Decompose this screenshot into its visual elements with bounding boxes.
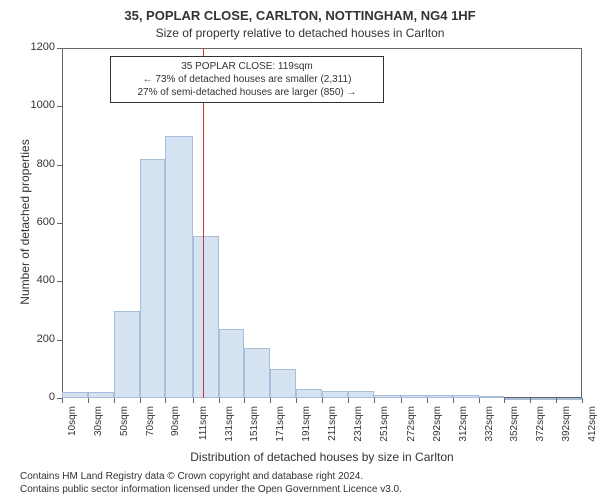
annotation-line: ← 73% of detached houses are smaller (2,… — [117, 73, 377, 86]
annotation-line: 35 POPLAR CLOSE: 119sqm — [117, 60, 377, 73]
x-tick-mark — [296, 398, 297, 403]
histogram-bar — [401, 395, 427, 399]
histogram-bar — [165, 136, 192, 399]
y-tick-label: 1000 — [17, 99, 55, 111]
x-tick-label: 332sqm — [484, 406, 495, 451]
y-tick-label: 200 — [17, 333, 55, 345]
x-tick-label: 151sqm — [249, 406, 260, 451]
y-tick-mark — [57, 48, 62, 49]
x-tick-mark — [427, 398, 428, 403]
x-tick-label: 392sqm — [561, 406, 572, 451]
x-tick-label: 10sqm — [67, 406, 78, 451]
x-tick-label: 131sqm — [224, 406, 235, 451]
x-tick-label: 30sqm — [93, 406, 104, 451]
histogram-bar — [219, 329, 245, 398]
x-tick-mark — [114, 398, 115, 403]
x-tick-mark — [88, 398, 89, 403]
x-tick-mark — [556, 398, 557, 403]
histogram-bar — [530, 398, 556, 400]
histogram-bar — [374, 395, 401, 399]
x-tick-label: 171sqm — [275, 406, 286, 451]
x-tick-mark — [270, 398, 271, 403]
x-tick-label: 111sqm — [198, 406, 209, 451]
x-tick-mark — [165, 398, 166, 403]
x-tick-mark — [219, 398, 220, 403]
histogram-bar — [88, 392, 114, 398]
histogram-bar — [193, 236, 219, 398]
chart-title-sub: Size of property relative to detached ho… — [0, 26, 600, 40]
x-axis-label: Distribution of detached houses by size … — [62, 450, 582, 464]
x-tick-mark — [479, 398, 480, 403]
annotation-line: 27% of semi-detached houses are larger (… — [117, 86, 377, 99]
x-tick-mark — [504, 398, 505, 403]
y-tick-label: 0 — [17, 391, 55, 403]
x-tick-mark — [62, 398, 63, 403]
y-tick-mark — [57, 223, 62, 224]
x-tick-mark — [374, 398, 375, 403]
chart-title-main: 35, POPLAR CLOSE, CARLTON, NOTTINGHAM, N… — [0, 8, 600, 23]
x-tick-mark — [401, 398, 402, 403]
histogram-bar — [270, 369, 296, 398]
histogram-bar — [348, 391, 374, 398]
histogram-bar — [322, 391, 348, 398]
y-tick-mark — [57, 340, 62, 341]
copyright-notice: Contains HM Land Registry data © Crown c… — [20, 470, 402, 496]
y-tick-mark — [57, 106, 62, 107]
x-tick-mark — [530, 398, 531, 403]
x-tick-label: 412sqm — [587, 406, 598, 451]
histogram-bar — [114, 311, 140, 399]
x-tick-label: 231sqm — [353, 406, 364, 451]
histogram-bar — [427, 395, 453, 398]
histogram-bar — [62, 392, 88, 398]
x-tick-mark — [140, 398, 141, 403]
x-tick-label: 292sqm — [432, 406, 443, 451]
histogram-bar — [556, 398, 582, 400]
x-tick-mark — [453, 398, 454, 403]
y-tick-mark — [57, 281, 62, 282]
x-tick-label: 312sqm — [458, 406, 469, 451]
x-tick-label: 372sqm — [535, 406, 546, 451]
copyright-line: Contains HM Land Registry data © Crown c… — [20, 470, 402, 483]
histogram-bar — [504, 398, 530, 400]
y-axis-label: Number of detached properties — [18, 122, 32, 322]
x-tick-label: 50sqm — [119, 406, 130, 451]
x-tick-mark — [348, 398, 349, 403]
x-tick-label: 191sqm — [301, 406, 312, 451]
annotation-box: 35 POPLAR CLOSE: 119sqm← 73% of detached… — [110, 56, 384, 103]
chart-container: 35, POPLAR CLOSE, CARLTON, NOTTINGHAM, N… — [0, 0, 600, 500]
y-tick-mark — [57, 165, 62, 166]
histogram-bar — [296, 389, 322, 398]
x-tick-mark — [193, 398, 194, 403]
x-tick-label: 251sqm — [379, 406, 390, 451]
histogram-bar — [244, 348, 270, 398]
x-tick-label: 70sqm — [145, 406, 156, 451]
x-tick-label: 90sqm — [170, 406, 181, 451]
histogram-bar — [140, 159, 166, 398]
x-tick-mark — [244, 398, 245, 403]
x-tick-label: 352sqm — [509, 406, 520, 451]
histogram-bar — [453, 395, 479, 398]
x-tick-label: 211sqm — [327, 406, 338, 451]
x-tick-mark — [322, 398, 323, 403]
x-tick-label: 272sqm — [406, 406, 417, 451]
copyright-line: Contains public sector information licen… — [20, 483, 402, 496]
y-tick-label: 1200 — [17, 41, 55, 53]
histogram-bar — [479, 396, 505, 398]
x-tick-mark — [582, 398, 583, 403]
